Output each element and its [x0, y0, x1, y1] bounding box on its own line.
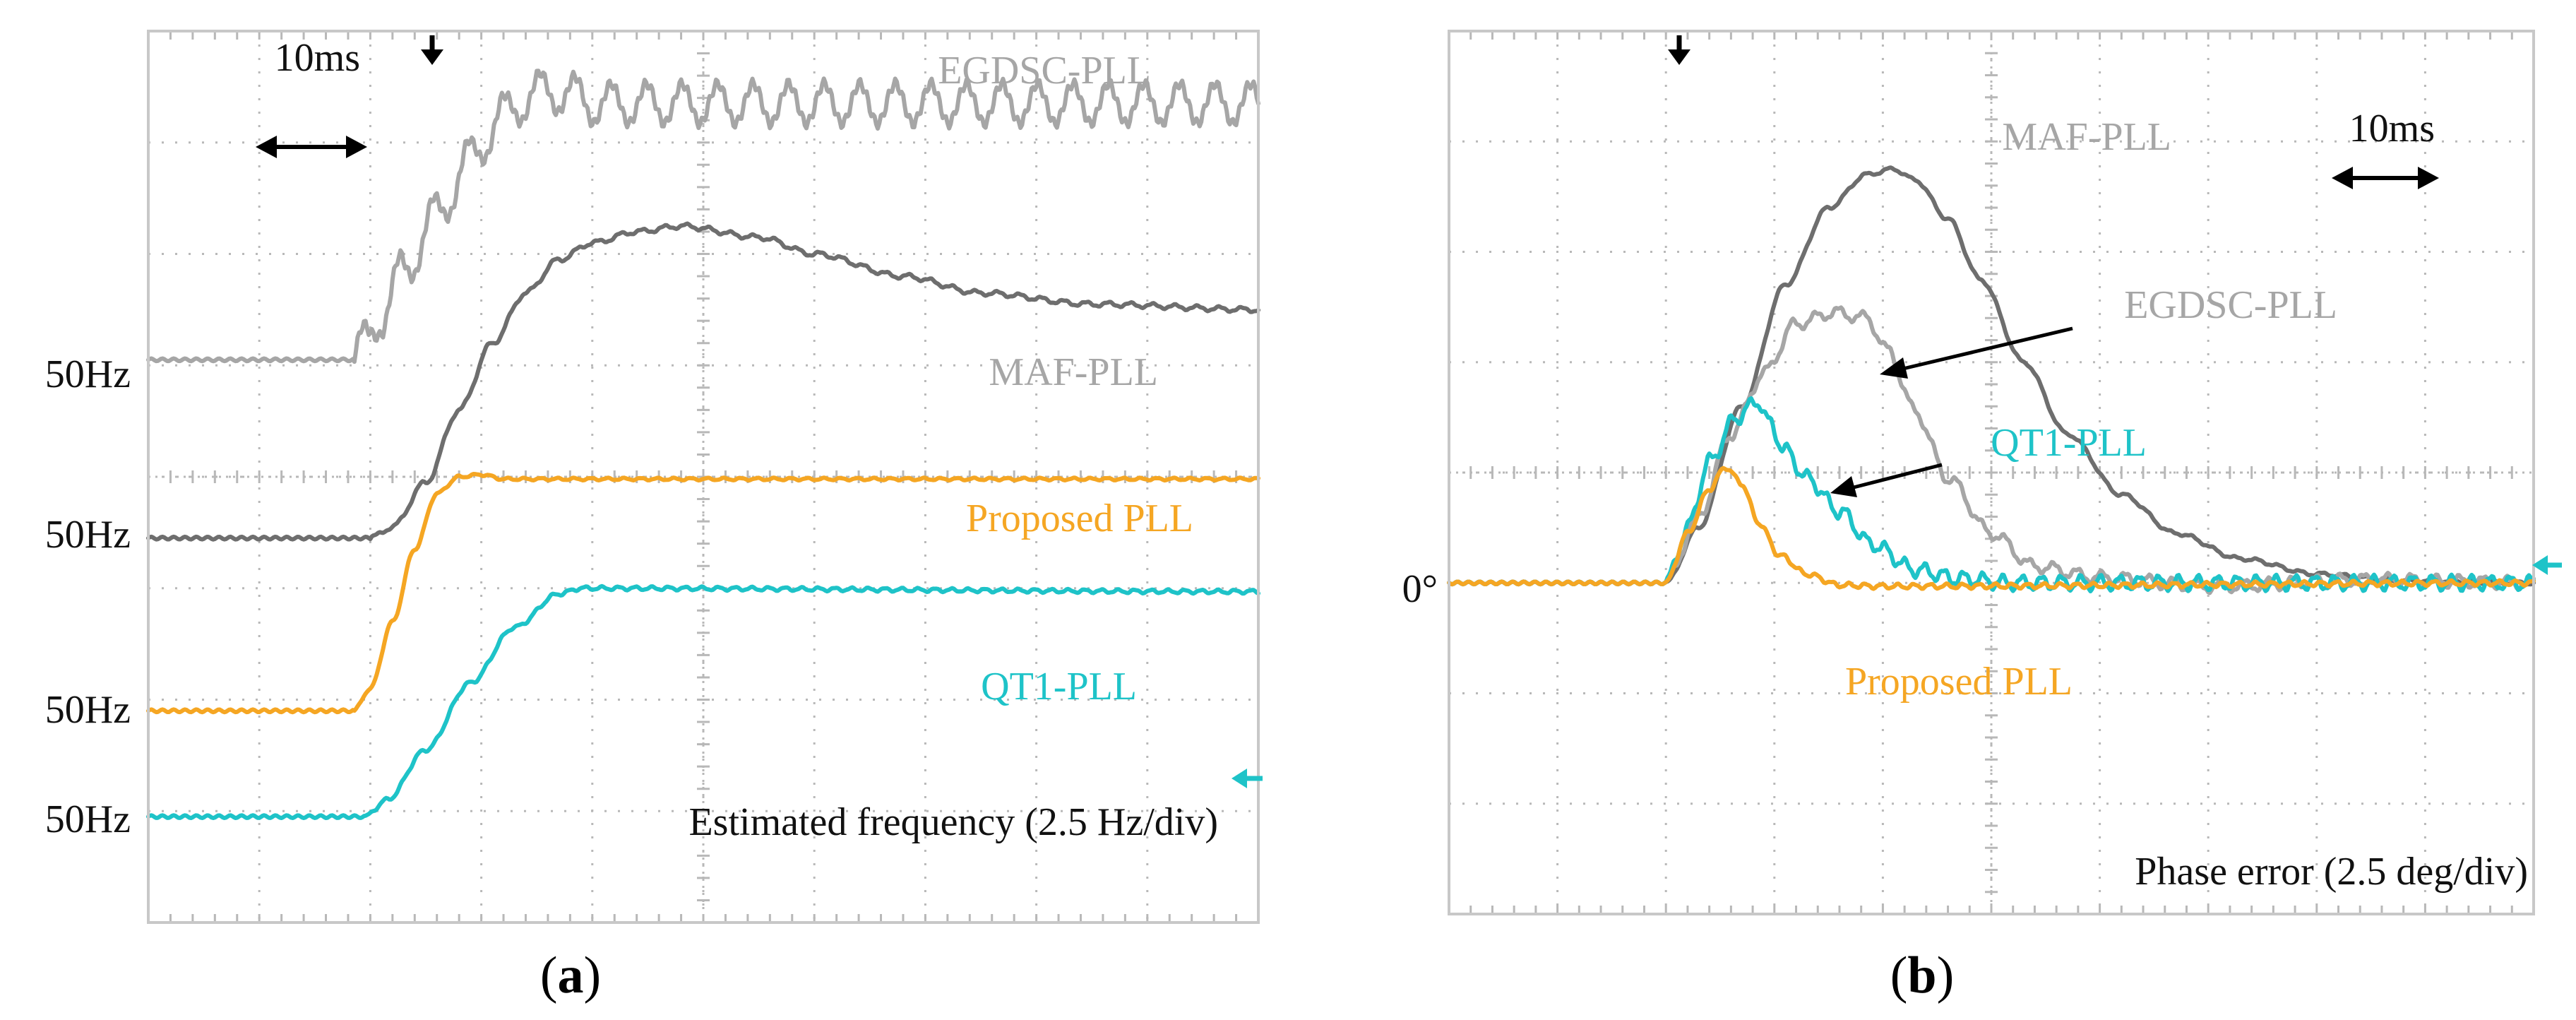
panel-a-trigger-down-arrow-icon	[421, 35, 443, 65]
panel-a-trace-egdsc-pll	[146, 69, 1260, 364]
panel-a-series-label-proposed: Proposed PLL	[966, 497, 1193, 540]
panel-b-trace-proposed-pll	[1447, 465, 2536, 591]
panel-a-title: Estimated frequency (2.5 Hz/div)	[688, 800, 1218, 844]
panel-a-frame	[147, 30, 1260, 924]
panel-b-caption: (b)	[1890, 947, 1954, 1004]
panel-b-chart: 10ms MAF-PLL EGDSC-PLL QT1-PLL Proposed …	[1402, 30, 2562, 1004]
panel-b-frame-border	[1448, 30, 2535, 915]
panel-a-ref-label-maf: 50Hz	[45, 513, 131, 557]
panel-b-frame	[1448, 30, 2535, 915]
panel-a-channel-left-arrow-icon	[1232, 769, 1263, 788]
panel-a-series-label-qt1: QT1-PLL	[981, 665, 1137, 708]
panel-b-series-label-proposed: Proposed PLL	[1845, 660, 2073, 704]
panel-a-series-label-maf: MAF-PLL	[989, 350, 1158, 394]
panel-a-ref-label-proposed: 50Hz	[45, 688, 131, 732]
panel-b-qt1-pointer-arrow-icon	[1830, 463, 1943, 497]
panel-b-channel-left-arrow-icon	[2532, 555, 2562, 575]
panel-b-time-scale-label: 10ms	[2349, 107, 2435, 150]
panel-b-traces	[1447, 165, 2536, 595]
panel-a-time-scale-label: 10ms	[275, 36, 360, 80]
panel-b-series-label-egdsc: EGDSC-PLL	[2124, 283, 2337, 327]
panel-b-trigger-down-arrow-icon	[1668, 35, 1690, 65]
panel-b-zero-label: 0°	[1402, 567, 1438, 611]
panel-a-trace-maf-pll	[146, 221, 1260, 542]
panel-b-series-label-maf: MAF-PLL	[2002, 115, 2171, 159]
panel-b-time-scale-double-arrow-icon	[2332, 167, 2439, 189]
panel-b-grid	[1448, 30, 2535, 915]
panel-b-series-label-qt1: QT1-PLL	[1991, 421, 2147, 465]
panel-a-caption-letter: a	[558, 947, 584, 1004]
panel-a-time-scale-double-arrow-icon	[256, 136, 367, 158]
panel-a-trace-proposed-pll	[146, 472, 1260, 715]
panel-a-series-label-egdsc: EGDSC-PLL	[938, 49, 1151, 93]
panel-a-ref-label-egdsc: 50Hz	[45, 352, 131, 396]
panel-b-egdsc-pointer-arrow-icon	[1880, 326, 2073, 379]
panel-b-caption-letter: b	[1907, 947, 1936, 1004]
panel-a-chart: 10ms EGDSC-PLL MAF-PLL Proposed PLL QT1-…	[45, 30, 1263, 1004]
panel-b-title: Phase error (2.5 deg/div)	[2135, 850, 2528, 894]
panel-a-trace-qt1-pll	[146, 583, 1260, 820]
panel-a-ref-label-qt1: 50Hz	[45, 797, 131, 841]
panel-a-traces	[146, 69, 1260, 820]
panel-a-frame-border	[147, 30, 1260, 924]
panel-a-caption: (a)	[540, 947, 601, 1004]
